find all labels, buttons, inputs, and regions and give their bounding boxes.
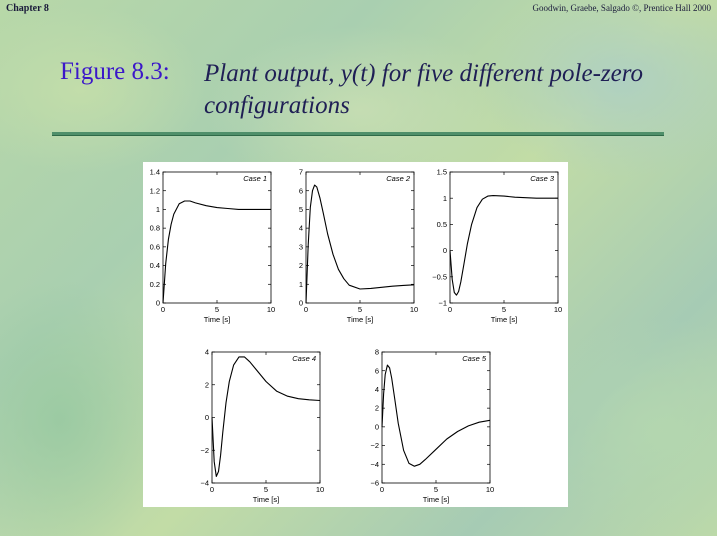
y-tick-label: 1.2 [150, 186, 160, 195]
y-tick-label: 0.6 [150, 242, 160, 251]
y-tick-label: −6 [370, 479, 379, 488]
x-tick-label: 0 [380, 485, 384, 494]
case-title: Case 1 [243, 174, 267, 183]
y-tick-label: 1.5 [437, 168, 447, 177]
y-tick-label: 1 [156, 205, 160, 214]
response-curve [305, 184, 415, 304]
y-tick-label: 1 [299, 280, 303, 289]
y-tick-label: 0.2 [150, 280, 160, 289]
plot-frame [162, 171, 272, 304]
y-tick-label: 2 [205, 380, 209, 389]
plot-case-2: 0 5 10 0 1 2 3 4 5 6 7 Time [s] Case 2 [299, 168, 418, 324]
y-tick-label: 0 [375, 422, 379, 431]
figure-label: Figure 8.3: [60, 58, 170, 85]
y-tick-label: 6 [375, 366, 379, 375]
plot-case-4: 0 5 10 −4 −2 0 2 4 Time [s] Case 4 [200, 348, 324, 504]
y-tick-label: 4 [375, 385, 379, 394]
response-curve [381, 364, 491, 467]
y-tick-label: 4 [205, 348, 209, 357]
y-tick-label: −1 [438, 299, 447, 308]
slide-title: Plant output, y(t) for five different po… [204, 60, 644, 119]
plot-frame [211, 351, 321, 484]
y-tick-label: 1 [443, 194, 447, 203]
y-tick-label: −2 [370, 441, 379, 450]
y-tick-label: 6 [299, 186, 303, 195]
y-tick-label: −4 [370, 460, 379, 469]
plot-frame [305, 171, 415, 304]
x-tick-label: 10 [554, 305, 562, 314]
chapter-label: Chapter 8 [6, 3, 49, 14]
y-tick-label: −4 [200, 479, 209, 488]
plot-case-1: 0 5 10 0 0.2 0.4 0.6 0.8 1 1.2 1.4 Time [s] Case 1 [150, 168, 276, 324]
y-tick-label: 2 [299, 261, 303, 270]
case-title: Case 3 [530, 174, 555, 183]
y-tick-label: 0.8 [150, 224, 160, 233]
y-tick-label: 8 [375, 348, 379, 357]
x-axis-label: Time [s] [204, 315, 230, 324]
x-tick-label: 10 [410, 305, 418, 314]
x-axis-label: Time [s] [423, 495, 449, 504]
x-tick-label: 0 [210, 485, 214, 494]
plot-frame [449, 171, 559, 304]
response-curve [449, 195, 558, 296]
response-curve [162, 200, 271, 304]
title-divider [52, 132, 664, 136]
y-tick-label: 4 [299, 224, 303, 233]
y-tick-label: 0 [205, 413, 209, 422]
y-tick-label: 3 [299, 242, 303, 251]
y-tick-label: 0.4 [150, 261, 160, 270]
x-tick-label: 5 [264, 485, 268, 494]
y-tick-label: 0 [299, 299, 303, 308]
y-tick-label: 2 [375, 404, 379, 413]
x-axis-label: Time [s] [253, 495, 279, 504]
y-tick-label: −2 [200, 446, 209, 455]
x-tick-label: 0 [304, 305, 308, 314]
x-tick-label: 10 [267, 305, 275, 314]
x-tick-label: 0 [161, 305, 165, 314]
x-tick-label: 0 [448, 305, 452, 314]
x-tick-label: 5 [215, 305, 219, 314]
credit-text: Goodwin, Graebe, Salgado ©, Prentice Hal… [532, 3, 711, 13]
case-title: Case 5 [462, 354, 487, 363]
y-tick-label: 0 [156, 299, 160, 308]
x-tick-label: 5 [358, 305, 362, 314]
response-curve [211, 356, 321, 477]
y-tick-label: 5 [299, 205, 303, 214]
y-tick-label: 1.4 [150, 168, 160, 177]
y-tick-label: 0.5 [437, 220, 447, 229]
y-tick-label: 7 [299, 168, 303, 177]
x-tick-label: 10 [486, 485, 494, 494]
plot-case-5: 0 5 10 −6 −4 −2 0 2 4 6 8 Time [s] Case 5 [370, 348, 494, 504]
y-tick-label: −0.5 [432, 272, 447, 281]
y-tick-label: 0 [443, 246, 447, 255]
x-tick-label: 5 [434, 485, 438, 494]
x-tick-label: 10 [316, 485, 324, 494]
x-tick-label: 5 [502, 305, 506, 314]
plot-case-3: 0 5 10 −1 −0.5 0 0.5 1 1.5 Time [s] Case 3 [432, 168, 562, 324]
case-title: Case 4 [292, 354, 316, 363]
x-axis-label: Time [s] [347, 315, 373, 324]
plot-frame [381, 351, 491, 484]
x-axis-label: Time [s] [491, 315, 517, 324]
case-title: Case 2 [386, 174, 411, 183]
